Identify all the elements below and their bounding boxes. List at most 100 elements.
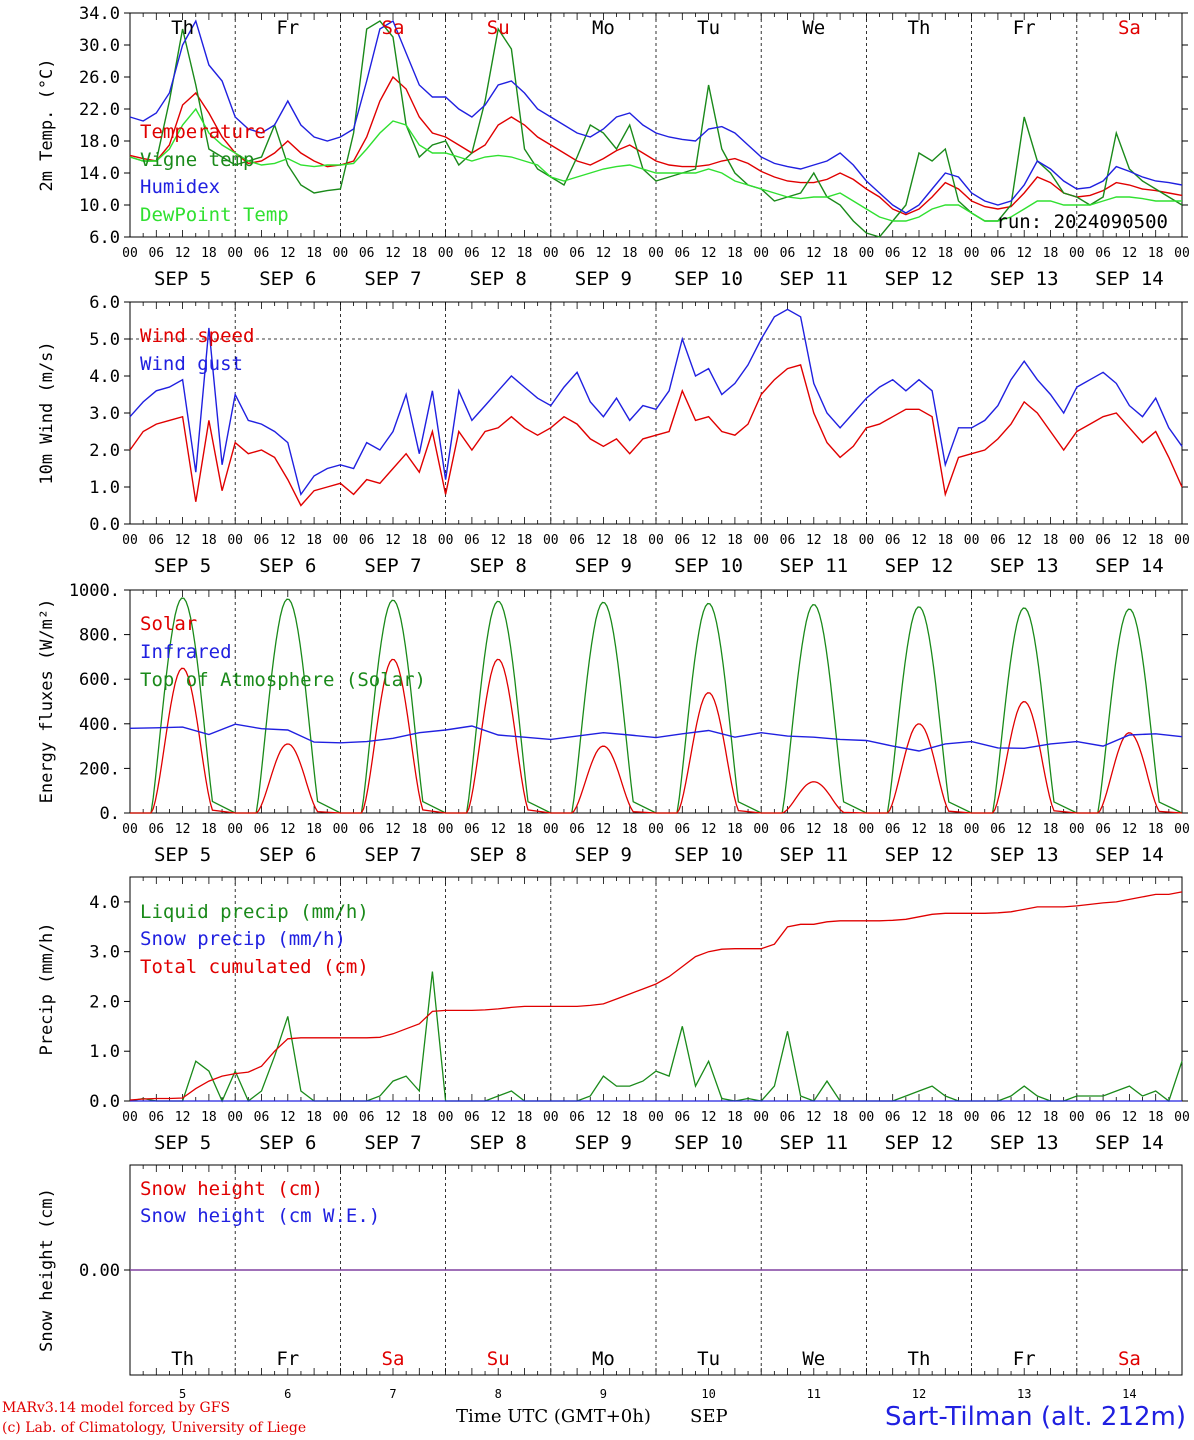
y-tick-label: 1000. xyxy=(69,581,120,601)
y-tick-label: 5.0 xyxy=(89,330,120,350)
x-date-label: SEP 5 xyxy=(154,1132,211,1154)
x-hour-label: 18 xyxy=(622,533,638,548)
x-hour-label: 12 xyxy=(911,246,927,261)
x-hour-label: 12 xyxy=(1122,246,1138,261)
x-hour-label: 00 xyxy=(1069,1110,1085,1125)
x-hour-label: 06 xyxy=(674,533,690,548)
x-hour-label: 18 xyxy=(517,246,533,261)
x-hour-label: 18 xyxy=(832,822,848,837)
x-date-label: SEP 12 xyxy=(885,1132,954,1154)
x-hour-label: 12 xyxy=(385,246,401,261)
x-hour-label: 00 xyxy=(333,822,349,837)
bottom-day-label: Su xyxy=(487,1348,510,1370)
x-hour-label: 12 xyxy=(701,533,717,548)
x-hour-label: 12 xyxy=(385,533,401,548)
y-tick-label: 6.0 xyxy=(89,293,120,313)
x-hour-label: 06 xyxy=(359,246,375,261)
x-hour-label: 00 xyxy=(227,533,243,548)
x-date-label: SEP 10 xyxy=(674,844,743,866)
series-wind-speed xyxy=(129,364,1183,507)
x-date-label: SEP 7 xyxy=(364,268,421,290)
x-hour-label: 18 xyxy=(306,822,322,837)
x-date-label: SEP 14 xyxy=(1095,844,1164,866)
x-hour-label: 06 xyxy=(885,822,901,837)
x-date-label: SEP 11 xyxy=(779,1132,848,1154)
legend-temperature: Temperature xyxy=(140,121,266,143)
series-vigne-temp xyxy=(129,20,1183,238)
x-hour-label: 00 xyxy=(1174,1110,1190,1125)
x-hour-label: 06 xyxy=(148,533,164,548)
x-hour-label: 12 xyxy=(596,533,612,548)
x-hour-label: 00 xyxy=(1069,246,1085,261)
x-hour-label: 00 xyxy=(753,533,769,548)
bottom-day-label: We xyxy=(802,1348,825,1370)
x-date-label: SEP 12 xyxy=(885,844,954,866)
series-total-cumulated-cm- xyxy=(129,891,1183,1101)
top-day-label: Fr xyxy=(1013,17,1036,39)
x-hour-label: 06 xyxy=(885,533,901,548)
y-tick-label: 0.0 xyxy=(89,515,120,535)
x-hour-label: 06 xyxy=(254,246,270,261)
x-hour-label: 00 xyxy=(859,1110,875,1125)
bottom-date-label: 13 xyxy=(1017,1387,1031,1401)
x-hour-label: 06 xyxy=(780,533,796,548)
x-date-label: SEP 8 xyxy=(470,1132,527,1154)
copyright-credit: (c) Lab. of Climatology, University of L… xyxy=(2,1420,307,1436)
y-tick-label: 10.0 xyxy=(79,196,120,216)
x-hour-label: 12 xyxy=(911,1110,927,1125)
bottom-day-label: Mo xyxy=(592,1348,615,1370)
top-day-label: Fr xyxy=(276,17,299,39)
x-hour-label: 18 xyxy=(201,246,217,261)
y-tick-label: 400. xyxy=(79,715,120,735)
x-hour-label: 06 xyxy=(780,246,796,261)
y-tick-label: 14.0 xyxy=(79,164,120,184)
series-infrared xyxy=(129,723,1183,752)
x-hour-label: 00 xyxy=(648,533,664,548)
x-hour-label: 00 xyxy=(543,246,559,261)
x-hour-label: 18 xyxy=(937,822,953,837)
y-tick-label: 3.0 xyxy=(89,943,120,963)
x-hour-label: 00 xyxy=(227,246,243,261)
x-hour-label: 06 xyxy=(464,1110,480,1125)
x-hour-label: 12 xyxy=(490,822,506,837)
y-tick-label: 22.0 xyxy=(79,100,120,120)
x-hour-label: 06 xyxy=(674,822,690,837)
bottom-date-label: 5 xyxy=(179,1387,186,1401)
x-date-label: SEP 12 xyxy=(885,555,954,577)
x-hour-label: 00 xyxy=(333,533,349,548)
x-hour-label: 00 xyxy=(122,1110,138,1125)
series-dewpoint-temp xyxy=(129,107,1182,222)
x-hour-label: 12 xyxy=(1016,533,1032,548)
x-hour-label: 06 xyxy=(359,533,375,548)
x-date-label: SEP 13 xyxy=(990,555,1059,577)
x-hour-label: 18 xyxy=(832,533,848,548)
x-hour-label: 18 xyxy=(306,246,322,261)
x-hour-label: 06 xyxy=(1095,533,1111,548)
x-hour-label: 00 xyxy=(438,1110,454,1125)
x-hour-label: 00 xyxy=(648,246,664,261)
legend-infrared: Infrared xyxy=(140,641,232,663)
x-hour-label: 12 xyxy=(280,533,296,548)
x-date-label: SEP 14 xyxy=(1095,268,1164,290)
series-temperature xyxy=(129,75,1183,216)
x-hour-label: 12 xyxy=(175,822,191,837)
y-tick-label: 34.0 xyxy=(79,4,120,24)
bottom-date-label: 8 xyxy=(495,1387,502,1401)
x-date-label: SEP 5 xyxy=(154,844,211,866)
x-hour-label: 00 xyxy=(859,533,875,548)
y-tick-label: 1.0 xyxy=(89,1042,120,1062)
x-hour-label: 12 xyxy=(175,1110,191,1125)
x-hour-label: 06 xyxy=(254,1110,270,1125)
x-hour-label: 18 xyxy=(937,533,953,548)
x-hour-label: 00 xyxy=(122,822,138,837)
series-liquid-precip-mm-h- xyxy=(129,971,1183,1103)
legend-wind-speed: Wind speed xyxy=(140,325,254,347)
bottom-day-label: Sa xyxy=(1118,1348,1141,1370)
x-date-label: SEP 11 xyxy=(779,844,848,866)
x-date-label: SEP 14 xyxy=(1095,555,1164,577)
x-date-label: SEP 9 xyxy=(575,844,632,866)
x-hour-label: 06 xyxy=(990,822,1006,837)
y-tick-label: 0. xyxy=(100,804,120,824)
x-hour-label: 18 xyxy=(937,1110,953,1125)
